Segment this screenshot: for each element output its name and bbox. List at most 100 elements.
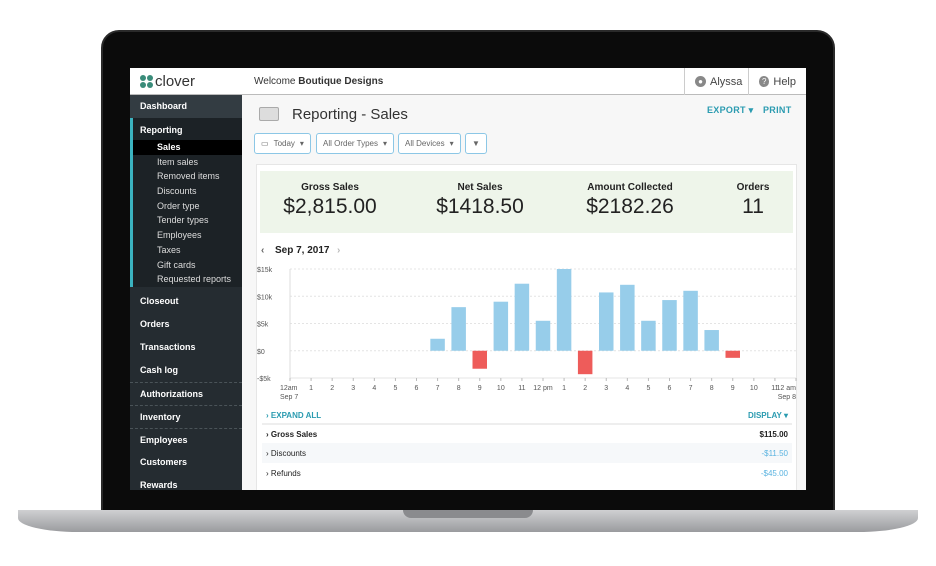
sidebar-subitem[interactable]: Order type <box>157 200 200 211</box>
chart-bar <box>514 283 530 351</box>
x-tick-label: 9 <box>478 385 482 392</box>
sidebar-item-reporting[interactable]: Reporting <box>140 125 183 135</box>
date-filter[interactable]: ▭ Today ▾ <box>254 133 311 154</box>
x-tick-label: 4 <box>372 385 376 392</box>
x-tick-label: 2 <box>583 385 587 392</box>
prev-day-button[interactable]: ‹ <box>261 245 265 256</box>
sidebar-subitem[interactable]: Discounts <box>157 186 197 197</box>
chart-bar <box>577 350 593 375</box>
x-tick-label: 10 <box>497 385 505 392</box>
user-name: Alyssa <box>710 75 743 88</box>
x-tick-label: 5 <box>393 385 397 392</box>
sidebar-item-dashboard[interactable]: Dashboard <box>130 95 242 118</box>
chart-bar <box>704 330 719 351</box>
sidebar-item[interactable]: Employees <box>130 427 242 451</box>
top-bar: clover Welcome Boutique Designs ● Alyssa … <box>130 68 806 95</box>
display-button[interactable]: DISPLAY ▾ <box>747 410 788 420</box>
calendar-icon: ▭ <box>261 139 269 148</box>
screen: clover Welcome Boutique Designs ● Alyssa … <box>130 68 806 490</box>
x-tick-label: 7 <box>689 385 693 392</box>
sidebar-item[interactable]: Authorizations <box>130 381 242 405</box>
y-tick-label: $0 <box>257 349 265 356</box>
kpi-net-sales: Net Sales $1418.50 <box>436 182 524 218</box>
x-tick-label: 7 <box>436 385 440 392</box>
chart-bar <box>599 292 614 351</box>
x-tick-label: 6 <box>668 385 672 392</box>
clover-logo[interactable]: clover <box>140 73 195 90</box>
kpi-amount-collected: Amount Collected $2182.26 <box>586 182 674 218</box>
chart-bar <box>451 307 466 351</box>
logo-text: clover <box>155 73 196 90</box>
order-type-filter[interactable]: All Order Types ▾ <box>316 133 394 154</box>
chart-bar <box>430 338 445 351</box>
chart-bar <box>641 320 656 351</box>
expand-all-button[interactable]: › EXPAND ALL <box>266 410 322 420</box>
laptop-base <box>18 510 918 532</box>
x-tick-label: 8 <box>457 385 461 392</box>
table-row[interactable]: › Refunds -$45.00 <box>266 468 788 478</box>
main-content: Reporting - Sales EXPORT ▾ PRINT ▭ Today ▾… <box>242 95 806 490</box>
chart-bar <box>493 301 509 351</box>
table-row[interactable]: › Gross Sales $115.00 <box>262 423 792 443</box>
chart-bar <box>535 320 551 351</box>
sidebar-item[interactable]: Rewards <box>140 479 178 490</box>
chart-bar <box>725 350 740 358</box>
x-tick-label: 6 <box>415 385 419 392</box>
chart-date: Sep 7, 2017 <box>275 245 330 256</box>
chart-bar <box>620 284 635 351</box>
y-tick-label: -$5k <box>257 376 271 383</box>
x-tick-label: 9 <box>731 385 735 392</box>
device-filter[interactable]: All Devices ▾ <box>398 133 461 154</box>
export-button[interactable]: EXPORT ▾ <box>707 105 754 115</box>
sidebar-item[interactable]: Inventory <box>130 404 242 428</box>
x-start-date: Sep 7 <box>280 394 298 401</box>
next-day-button[interactable]: › <box>337 245 341 256</box>
x-tick-label: 1 <box>309 385 313 392</box>
user-icon: ● <box>695 76 706 87</box>
sidebar-subitem[interactable]: Requested reports <box>157 274 232 285</box>
sidebar-subitem[interactable]: Sales <box>133 140 242 155</box>
sidebar-subitem[interactable]: Tender types <box>157 215 209 226</box>
y-tick-label: $5k <box>257 322 269 329</box>
chevron-down-icon: ▾ <box>449 139 454 148</box>
sidebar-item[interactable]: Closeout <box>140 295 179 306</box>
help-label: Help <box>773 75 796 88</box>
chart-bar <box>472 350 487 369</box>
sidebar-subitem[interactable]: Item sales <box>157 156 199 167</box>
welcome-text: Welcome Boutique Designs <box>254 76 384 87</box>
sidebar-subitem[interactable]: Taxes <box>157 244 181 255</box>
kpi-gross-sales: Gross Sales $2,815.00 <box>283 182 377 218</box>
x-tick-label: 10 <box>750 385 758 392</box>
kpi-panel: Gross Sales $2,815.00 Net Sales $1418.50 A… <box>260 171 793 233</box>
x-tick-label: 8 <box>710 385 714 392</box>
x-tick-label: 2 <box>330 385 334 392</box>
filter-button[interactable]: ▼ <box>465 133 487 154</box>
user-menu[interactable]: ● Alyssa <box>684 68 752 95</box>
sidebar-item[interactable]: Transactions <box>140 341 196 352</box>
x-tick-label: 3 <box>351 385 355 392</box>
y-tick-label: $10k <box>257 294 273 301</box>
chart-bar <box>683 290 698 351</box>
sidebar-subitem[interactable]: Employees <box>157 230 202 241</box>
x-end-date: Sep 8 <box>778 394 796 401</box>
chevron-down-icon: ▾ <box>299 139 304 148</box>
x-tick-label: 4 <box>625 385 629 392</box>
sidebar-subitem[interactable]: Gift cards <box>157 259 196 270</box>
x-tick-label: 12 pm <box>533 385 553 392</box>
x-tick-label: 5 <box>646 385 650 392</box>
sidebar-item[interactable]: Cash log <box>140 364 179 375</box>
help-button[interactable]: ? Help <box>748 68 806 95</box>
help-icon: ? <box>759 76 770 87</box>
print-button[interactable]: PRINT <box>763 105 792 115</box>
x-tick-label: 11 <box>518 385 525 392</box>
sidebar-item[interactable]: Orders <box>140 318 170 329</box>
chart-bar <box>556 269 572 351</box>
kpi-orders: Orders 11 <box>736 182 770 218</box>
sales-chart: $15k $10k $5k $0 -$5k 12am 1 2 3 4 5 6 7 8 9 10 11 12 pm 1… <box>257 267 797 401</box>
table-row[interactable]: › Discounts -$11.50 <box>262 443 792 463</box>
refunds-value: -$45.00 <box>760 468 788 478</box>
x-tick-label: 11 <box>771 385 778 392</box>
sidebar-item[interactable]: Customers <box>140 456 188 467</box>
reports-icon <box>259 107 279 121</box>
sidebar-subitem[interactable]: Removed items <box>157 171 220 182</box>
